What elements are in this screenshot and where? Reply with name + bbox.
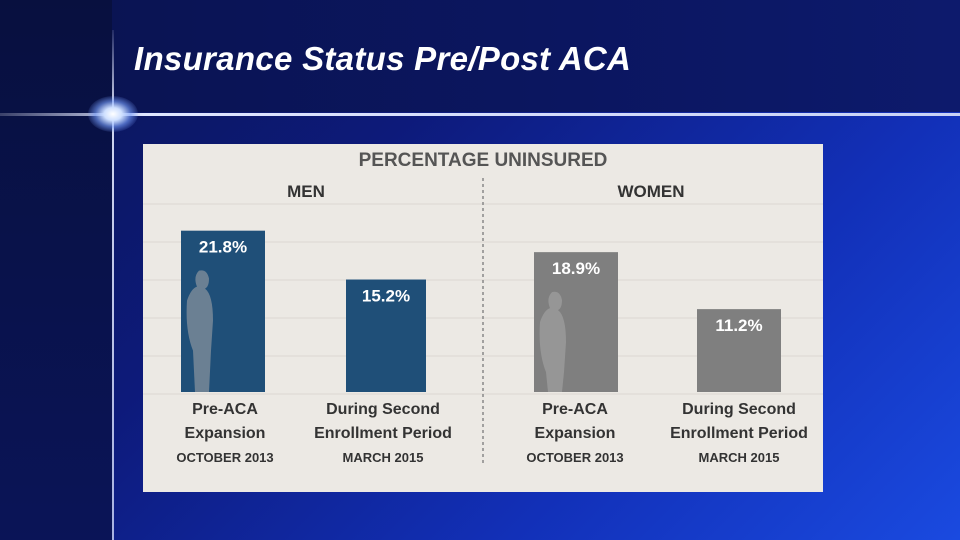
horizontal-accent-line xyxy=(0,113,960,116)
category-label-line1-1: Pre-ACA xyxy=(192,401,258,418)
category-label-line1-2: During Second xyxy=(326,401,440,418)
bar-2 xyxy=(346,279,426,392)
category-label-line2-3: Expansion xyxy=(535,425,616,442)
date-label-4: MARCH 2015 xyxy=(699,450,780,465)
category-label-line2-1: Expansion xyxy=(185,425,266,442)
category-label-line1-3: Pre-ACA xyxy=(542,401,608,418)
person-silhouette-icon xyxy=(186,270,213,392)
group-label-men: MEN xyxy=(287,182,325,201)
bar-value-label-4: 11.2% xyxy=(715,316,762,335)
group-label-women: WOMEN xyxy=(617,182,684,201)
date-label-3: OCTOBER 2013 xyxy=(526,450,623,465)
bar-value-label-3: 18.9% xyxy=(552,259,600,278)
category-label-line2-4: Enrollment Period xyxy=(670,425,808,442)
bar-value-label-2: 15.2% xyxy=(362,287,410,306)
vertical-accent-line xyxy=(112,30,114,540)
category-label-line2-2: Enrollment Period xyxy=(314,425,452,442)
slide-left-band xyxy=(0,0,112,540)
slide-header-band xyxy=(0,0,960,112)
uninsured-bar-chart: PERCENTAGE UNINSURED MEN WOMEN 21.8% Pre-… xyxy=(143,150,823,465)
bar-series: 21.8% Pre-ACA Expansion OCTOBER 2013 15.2% Du… xyxy=(176,230,808,465)
bar-4 xyxy=(697,309,781,392)
date-label-1: OCTOBER 2013 xyxy=(176,450,273,465)
category-label-line1-4: During Second xyxy=(682,401,796,418)
light-flare-icon xyxy=(88,96,138,132)
chart-title: PERCENTAGE UNINSURED xyxy=(359,150,608,171)
bar-value-label-1: 21.8% xyxy=(199,238,247,257)
chart-figure: PERCENTAGE UNINSURED MEN WOMEN 21.8% Pre-… xyxy=(143,144,823,492)
person-silhouette-icon xyxy=(539,291,566,392)
date-label-2: MARCH 2015 xyxy=(343,450,424,465)
slide-title: Insurance Status Pre/Post ACA xyxy=(134,40,632,77)
